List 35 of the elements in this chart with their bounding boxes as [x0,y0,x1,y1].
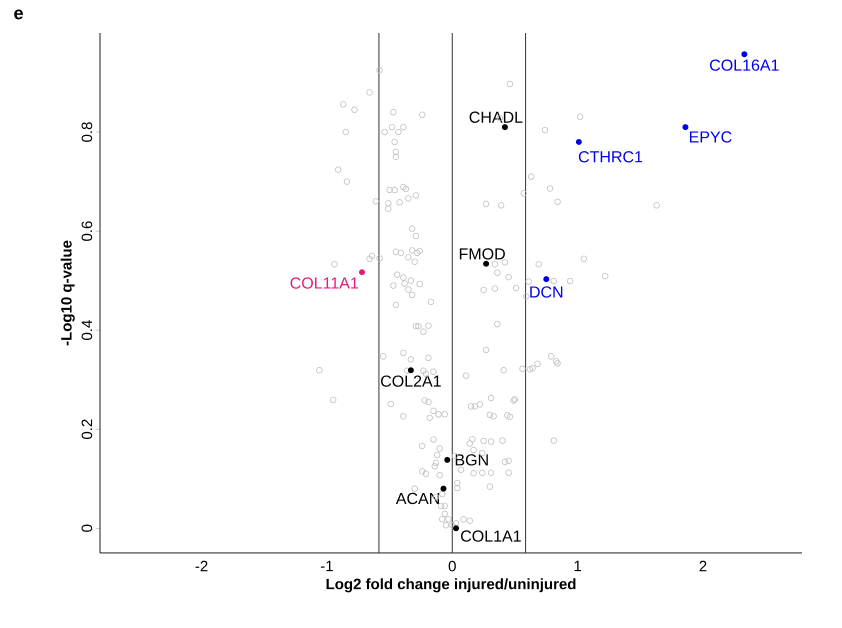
series-label: COL2A1 [381,375,441,387]
series-label: FMOD [460,248,505,260]
point [408,367,414,374]
x-tick-label: 0 [448,560,456,572]
y-axis-title: -Log10 q-value [60,240,75,346]
point [440,486,446,492]
point [502,124,508,130]
x-tick-label: 1 [574,560,582,572]
series-label: DCN [530,286,562,298]
y-tick-label: 0.8 [82,122,92,142]
y-tick-label: 0 [82,524,92,532]
point [543,276,550,282]
y-tick-label: 0.2 [82,420,92,440]
series-label: BGN [456,454,488,466]
point [483,260,490,267]
chart-title: e [14,10,23,20]
point [444,456,450,463]
series-label: COL11A1 [290,277,358,289]
point [359,269,366,276]
point [682,124,688,130]
y-tick-label: 0.4 [82,320,92,340]
y-tick-label: 0.6 [82,221,92,241]
x-axis-title: Log2 fold change injured/uninjured [326,578,576,592]
point [741,51,748,58]
x-tick-label: 2 [700,560,706,572]
x-tick-label: -1 [320,560,333,572]
series-label: ACAN [396,492,439,504]
series-label: COL1A1 [461,530,521,542]
point [576,138,582,145]
series-label: EPYC [690,131,732,143]
series-label: CHADL [470,112,522,123]
x-tick-label: -2 [196,560,208,572]
series-label: CTHRC1 [578,151,642,162]
point [453,525,460,532]
series-label: COL16A1 [710,59,779,71]
